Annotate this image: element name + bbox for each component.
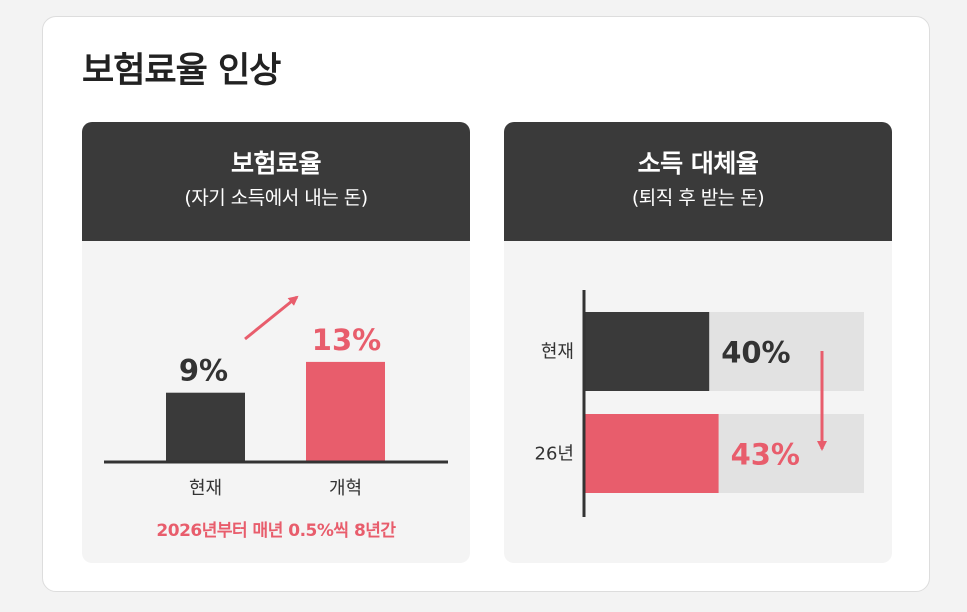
premium-rate-footnote: 2026년부터 매년 0.5%씩 8년간 <box>156 521 396 541</box>
increase-arrow <box>244 295 299 341</box>
page-title: 보험료율 인상 <box>82 51 281 91</box>
hcategory-label-1: 26년 <box>535 444 574 465</box>
value-label-0: 9% <box>179 354 228 388</box>
category-label-0: 현재 <box>189 478 222 499</box>
bar-1 <box>306 361 385 462</box>
replacement-rate-panel: 소득 대체율 (퇴직 후 받는 돈) 40% 현재 43% 26년 <box>504 122 892 563</box>
hcategory-label-0: 현재 <box>541 342 574 363</box>
hbar-1 <box>584 414 719 493</box>
bar-0 <box>166 392 245 462</box>
replacement-rate-title: 소득 대체율 <box>637 149 759 178</box>
replacement-rate-chart: 40% 현재 43% 26년 <box>535 290 864 517</box>
replacement-rate-header: 소득 대체율 (퇴직 후 받는 돈) <box>504 122 892 241</box>
category-label-1: 개혁 <box>329 478 362 499</box>
premium-rate-chart: 9% 현재 13% 개혁 <box>104 295 448 499</box>
hvalue-label-0: 40% <box>721 336 790 370</box>
premium-rate-panel: 보험료율 (자기 소득에서 내는 돈) 9% 현재 13% 개혁 2026년부터 매년… <box>82 122 470 563</box>
replacement-rate-subtitle: (퇴직 후 받는 돈) <box>631 187 765 209</box>
premium-rate-title: 보험료율 <box>230 149 322 178</box>
premium-rate-subtitle: (자기 소득에서 내는 돈) <box>184 187 368 209</box>
hvalue-label-1: 43% <box>731 438 800 472</box>
value-label-1: 13% <box>312 323 381 357</box>
hbar-0 <box>584 312 710 391</box>
premium-rate-header: 보험료율 (자기 소득에서 내는 돈) <box>82 122 470 241</box>
